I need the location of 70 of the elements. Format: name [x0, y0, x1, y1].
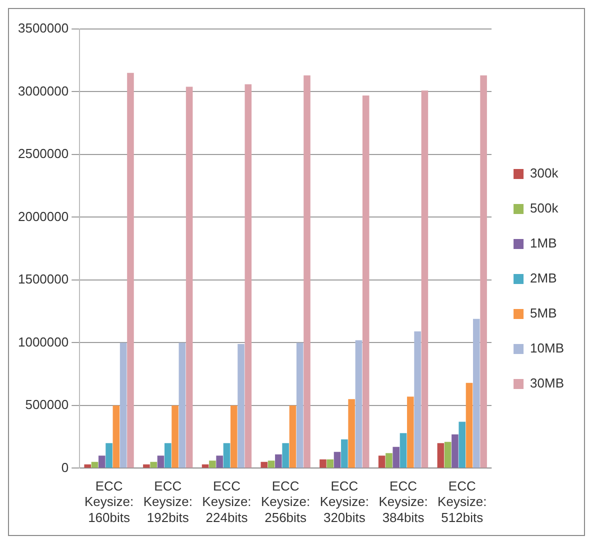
- bar: [386, 453, 392, 468]
- x-tick-label: ECC Keysize: 384bits: [378, 478, 428, 525]
- y-tick-label: 500000: [25, 397, 69, 412]
- bar: [320, 459, 326, 468]
- bar: [238, 344, 244, 468]
- y-tick-label: 1000000: [18, 334, 69, 350]
- y-tick-label: 0: [61, 460, 69, 475]
- legend-label: 300k: [530, 166, 559, 181]
- bar: [378, 456, 386, 468]
- x-tick-label: ECC Keysize: 256bits: [261, 478, 310, 525]
- legend-label: 2MB: [530, 270, 557, 286]
- bar: [296, 342, 304, 468]
- y-tick-label: 3500000: [18, 20, 69, 36]
- bar: [106, 443, 112, 468]
- bar: [421, 90, 428, 468]
- x-tick-label: ECC Keysize: 512bits: [438, 478, 487, 525]
- x-tick-label: ECC Keysize: 192bits: [143, 478, 192, 525]
- bar: [334, 452, 341, 468]
- bar: [289, 405, 296, 468]
- bar: [172, 405, 178, 468]
- bar: [260, 462, 268, 468]
- bar: [150, 462, 157, 468]
- bar: [230, 405, 238, 468]
- legend-label: 5MB: [530, 306, 557, 321]
- bar: [216, 456, 223, 468]
- bar: [362, 96, 370, 468]
- y-tick-label: 2000000: [18, 208, 69, 224]
- y-tick-label: 2500000: [18, 146, 69, 162]
- bar: [84, 464, 91, 468]
- bar: [341, 439, 348, 468]
- bar: [275, 454, 282, 468]
- bar: [120, 342, 127, 468]
- bar: [304, 75, 310, 468]
- bar: [186, 86, 193, 468]
- bar: [473, 318, 480, 468]
- bar: [157, 456, 164, 468]
- bar: [400, 433, 407, 468]
- x-tick-label: ECC Keysize: 224bits: [202, 478, 252, 525]
- x-tick-label: ECC Keysize: 160bits: [84, 478, 134, 525]
- bar: [458, 422, 466, 468]
- bar: [437, 443, 444, 468]
- bar: [209, 460, 216, 468]
- bar: [444, 442, 452, 468]
- y-tick-label: 3000000: [18, 83, 69, 98]
- bar: [244, 84, 252, 468]
- legend-label: 30MB: [530, 376, 564, 391]
- x-tick-label: ECC Keysize: 320bits: [320, 478, 369, 525]
- bar: [466, 382, 473, 468]
- bar: [407, 396, 414, 468]
- legend-label: 500k: [530, 200, 559, 216]
- bar: [355, 340, 362, 468]
- bar: [326, 459, 334, 468]
- bar: [268, 460, 275, 468]
- bar: [143, 464, 150, 468]
- bar: [112, 405, 120, 468]
- legend-label: 10MB: [530, 340, 564, 356]
- bar: [98, 456, 106, 468]
- bar: [414, 331, 421, 468]
- bar: [127, 72, 134, 468]
- bar: [178, 342, 186, 468]
- bar: [452, 434, 458, 468]
- bar: [164, 443, 172, 468]
- bar: [91, 462, 98, 468]
- bar: [223, 443, 230, 468]
- bar: [392, 446, 400, 468]
- bar: [348, 399, 355, 468]
- bar: [282, 443, 289, 468]
- bar: [480, 75, 487, 468]
- y-tick-label: 1500000: [18, 272, 69, 287]
- legend-label: 1MB: [530, 236, 557, 251]
